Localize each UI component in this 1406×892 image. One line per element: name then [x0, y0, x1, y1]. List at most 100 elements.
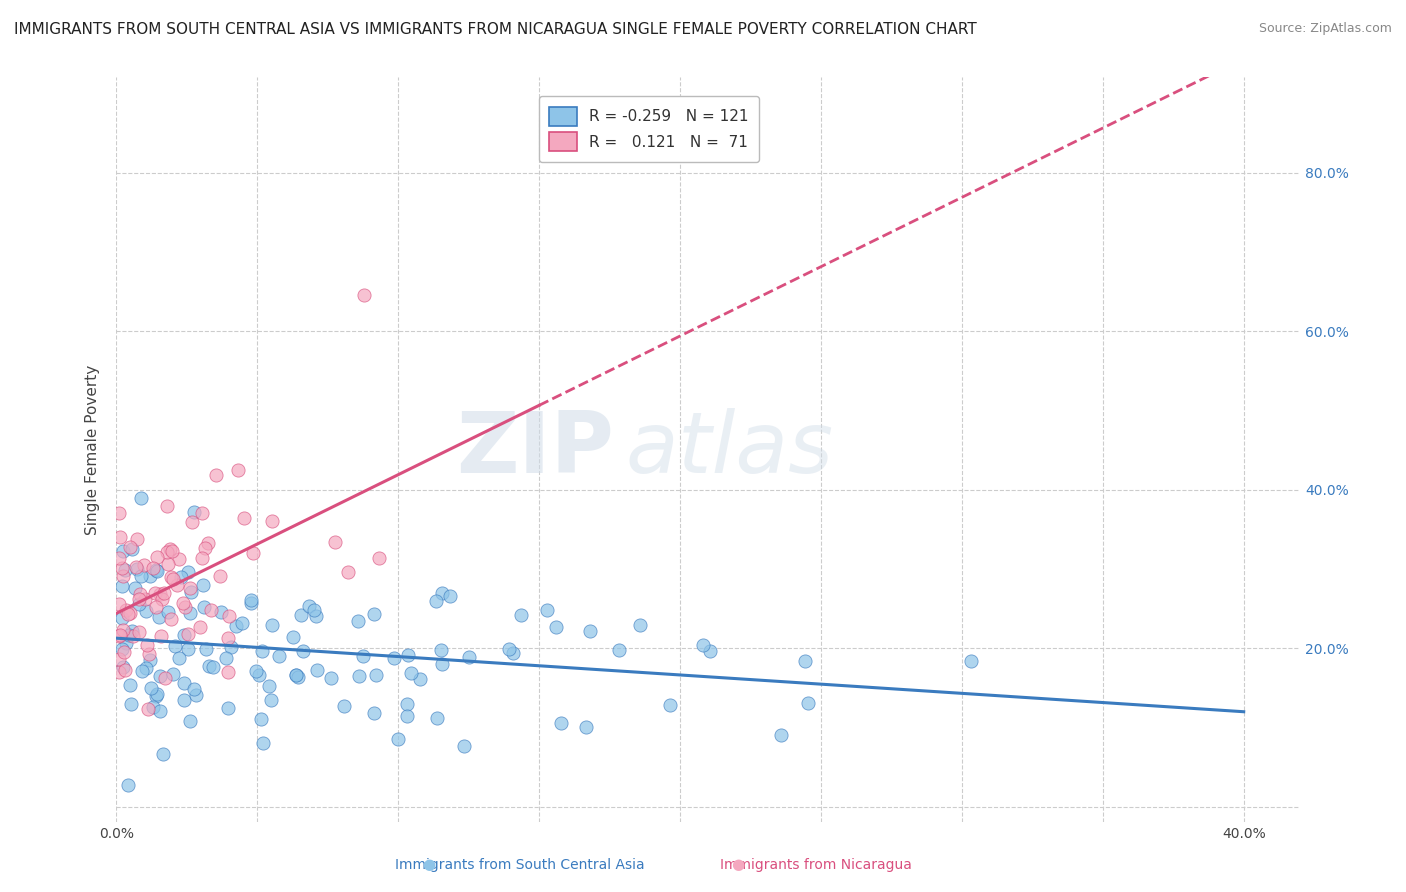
Point: [796, 696, 818, 710]
Point: [579, 624, 602, 638]
Point: [205, 467, 228, 482]
Point: [184, 688, 207, 702]
Point: [121, 624, 143, 639]
Point: [118, 540, 141, 554]
Text: Immigrants from South Central Asia: Immigrants from South Central Asia: [395, 858, 645, 872]
Point: [112, 569, 135, 583]
Text: IMMIGRANTS FROM SOUTH CENTRAL ASIA VS IMMIGRANTS FROM NICARAGUA SINGLE FEMALE PO: IMMIGRANTS FROM SOUTH CENTRAL ASIA VS IM…: [14, 22, 977, 37]
Point: [183, 505, 205, 519]
Point: [118, 606, 141, 620]
Point: [124, 581, 146, 595]
Point: [118, 628, 141, 642]
Point: [628, 618, 651, 632]
Point: [179, 581, 201, 595]
Point: [129, 569, 152, 583]
Point: [177, 627, 200, 641]
Point: [502, 647, 524, 661]
Point: [191, 551, 214, 566]
Point: [177, 641, 200, 656]
Point: [125, 562, 148, 576]
Point: [217, 701, 239, 715]
Point: [396, 708, 419, 723]
Point: [352, 648, 374, 663]
Point: [510, 608, 533, 623]
Point: [173, 628, 195, 642]
Point: [156, 545, 179, 559]
Point: [188, 620, 211, 634]
Point: [399, 665, 422, 680]
Point: [166, 578, 188, 592]
Point: [111, 642, 134, 657]
Point: [111, 660, 134, 674]
Point: [267, 649, 290, 664]
Point: [162, 572, 184, 586]
Point: [117, 607, 139, 621]
Point: [149, 704, 172, 718]
Point: [145, 687, 167, 701]
Point: [219, 640, 242, 654]
Text: ●: ●: [422, 857, 436, 872]
Point: [128, 624, 150, 639]
Point: [336, 565, 359, 579]
Point: [240, 596, 263, 610]
Point: [285, 668, 308, 682]
Point: [114, 663, 136, 677]
Point: [108, 629, 131, 643]
Point: [121, 541, 143, 556]
Point: [195, 641, 218, 656]
Point: [180, 584, 202, 599]
Point: [142, 699, 165, 714]
Point: [120, 697, 142, 711]
Point: [217, 665, 239, 679]
Point: [794, 654, 817, 668]
Point: [699, 644, 721, 658]
Point: [125, 532, 148, 546]
Point: [250, 712, 273, 726]
Point: [149, 587, 172, 601]
Point: [658, 698, 681, 712]
Point: [292, 644, 315, 658]
Point: [112, 645, 135, 659]
Point: [367, 551, 389, 566]
Point: [382, 651, 405, 665]
Point: [575, 720, 598, 734]
Point: [290, 607, 312, 622]
Point: [146, 549, 169, 564]
Point: [159, 542, 181, 557]
Point: [150, 629, 173, 643]
Point: [430, 657, 453, 671]
Point: [111, 579, 134, 593]
Point: [145, 563, 167, 577]
Point: [142, 561, 165, 575]
Point: [226, 463, 249, 477]
Point: [426, 711, 449, 725]
Point: [498, 641, 520, 656]
Point: [136, 702, 159, 716]
Point: [347, 669, 370, 683]
Point: [111, 623, 134, 637]
Point: [114, 636, 136, 650]
Point: [177, 566, 200, 580]
Point: [692, 638, 714, 652]
Point: [128, 592, 150, 607]
Point: [202, 660, 225, 674]
Text: ●: ●: [731, 857, 745, 872]
Point: [364, 668, 387, 682]
Text: ZIP: ZIP: [456, 409, 613, 491]
Point: [128, 597, 150, 611]
Point: [183, 682, 205, 697]
Point: [135, 604, 157, 618]
Point: [198, 658, 221, 673]
Point: [129, 587, 152, 601]
Point: [108, 628, 131, 642]
Point: [179, 714, 201, 728]
Point: [194, 541, 217, 555]
Point: [138, 653, 160, 667]
Point: [770, 728, 793, 742]
Point: [162, 543, 184, 558]
Point: [143, 586, 166, 600]
Point: [319, 671, 342, 685]
Point: [260, 514, 283, 528]
Text: Immigrants from Nicaragua: Immigrants from Nicaragua: [720, 858, 911, 872]
Point: [323, 534, 346, 549]
